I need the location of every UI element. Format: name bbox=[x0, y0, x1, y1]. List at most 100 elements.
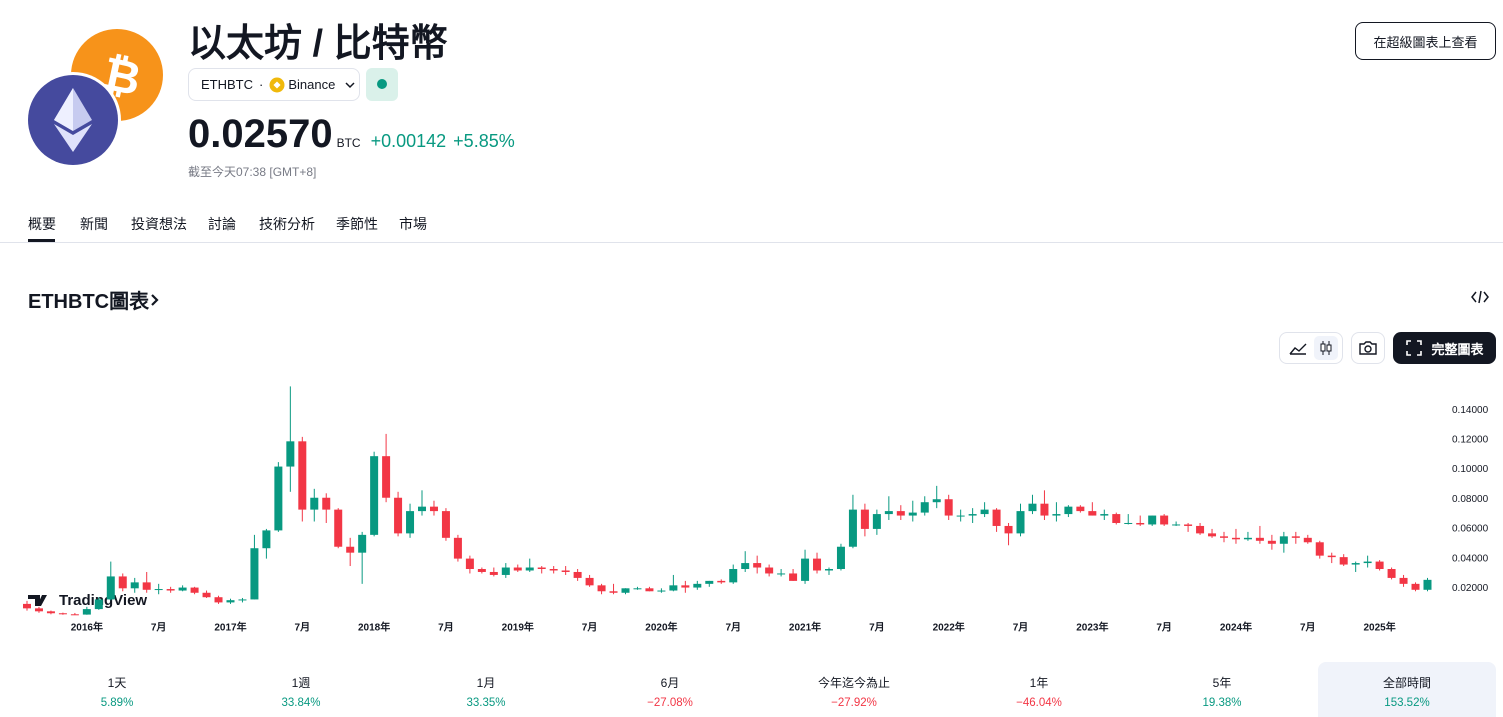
price: 0.02570 bbox=[188, 112, 333, 156]
x-tick-label: 7月 bbox=[725, 622, 741, 634]
candle-body bbox=[322, 497, 331, 510]
y-tick-label: 0.12000 bbox=[1452, 434, 1489, 445]
candle-body bbox=[789, 573, 798, 581]
period-label: 6月 bbox=[660, 676, 680, 690]
candle-body bbox=[441, 511, 450, 538]
tab[interactable]: 新聞 bbox=[80, 216, 108, 232]
divider bbox=[0, 242, 1503, 243]
candle-body bbox=[705, 580, 714, 584]
candle-body bbox=[154, 589, 163, 591]
tab[interactable]: 市場 bbox=[399, 216, 427, 232]
candle-body bbox=[23, 603, 31, 609]
candle-body bbox=[178, 587, 187, 591]
x-tick-label: 2025年 bbox=[1363, 621, 1395, 634]
period-selected[interactable]: 全部時間 153.52% bbox=[1318, 662, 1496, 717]
symbol-selector[interactable]: ETHBTC · Binance bbox=[188, 68, 360, 101]
candle-body bbox=[1231, 537, 1240, 540]
x-tick-label: 2023年 bbox=[1076, 621, 1108, 634]
x-tick-label: 2024年 bbox=[1220, 621, 1252, 634]
period[interactable]: 1月 33.35% bbox=[397, 662, 575, 717]
candle-body bbox=[1303, 537, 1312, 543]
candle-body bbox=[214, 597, 223, 603]
chart-style-toggle[interactable] bbox=[1279, 332, 1343, 364]
candle-body bbox=[1148, 515, 1157, 525]
candle-body bbox=[525, 567, 534, 571]
period[interactable]: 今年迄今為止 −27.92% bbox=[765, 662, 943, 717]
timestamp: 截至今天07:38 [GMT+8] bbox=[188, 165, 317, 179]
candle-body bbox=[621, 588, 630, 593]
candle-body bbox=[418, 506, 427, 512]
candle-body bbox=[824, 569, 833, 571]
candle-body bbox=[118, 576, 127, 589]
exchange-icon bbox=[269, 77, 285, 92]
candle-body bbox=[561, 570, 570, 572]
y-tick-label: 0.10000 bbox=[1452, 464, 1489, 475]
candle-body bbox=[394, 497, 403, 534]
market-status[interactable] bbox=[366, 68, 398, 101]
separator: · bbox=[259, 77, 264, 92]
watermark-text: TradingView bbox=[59, 592, 147, 609]
candle-body bbox=[346, 546, 355, 553]
candle-body bbox=[190, 587, 199, 593]
logos: ₿ bbox=[25, 29, 163, 168]
candle-body bbox=[1004, 525, 1013, 534]
period-value: 153.52% bbox=[1384, 697, 1430, 709]
snapshot-button[interactable] bbox=[1351, 332, 1385, 364]
candle-body bbox=[166, 589, 175, 591]
candle-body bbox=[1112, 514, 1121, 523]
chart-heading[interactable]: ETHBTC圖表 bbox=[28, 285, 161, 314]
period[interactable]: 1年 −46.04% bbox=[950, 662, 1128, 717]
full-chart-button[interactable]: 完整圖表 bbox=[1393, 332, 1496, 364]
candle-body bbox=[1411, 583, 1420, 590]
candle-body bbox=[765, 567, 774, 574]
tab-underline bbox=[28, 239, 55, 242]
chevron bbox=[151, 293, 159, 306]
candle-body bbox=[896, 511, 905, 516]
candle-body bbox=[358, 534, 367, 553]
candle-body bbox=[1052, 514, 1061, 516]
candle-body bbox=[298, 441, 307, 510]
supercharts-button[interactable]: 在超級圖表上查看 bbox=[1355, 22, 1496, 60]
tab[interactable]: 討論 bbox=[208, 216, 236, 232]
period[interactable]: 5年 19.38% bbox=[1133, 662, 1311, 717]
embed-icon[interactable] bbox=[1470, 288, 1490, 306]
tab[interactable]: 投資想法 bbox=[131, 216, 187, 232]
x-tick-label: 2020年 bbox=[645, 621, 677, 634]
tab[interactable]: 季節性 bbox=[336, 216, 378, 232]
candle-body bbox=[1172, 524, 1181, 526]
tab[interactable]: 概要 bbox=[28, 216, 56, 232]
candle-body bbox=[1196, 525, 1205, 534]
x-tick-label: 2021年 bbox=[789, 621, 821, 634]
candle-body bbox=[382, 456, 391, 498]
candle-body bbox=[226, 600, 235, 603]
candle-body bbox=[1291, 536, 1300, 538]
candle-body bbox=[968, 514, 977, 516]
candle-body bbox=[932, 499, 941, 503]
period[interactable]: 1天 5.89% bbox=[28, 662, 206, 717]
period[interactable]: 6月 −27.08% bbox=[581, 662, 759, 717]
period[interactable]: 1週 33.84% bbox=[212, 662, 390, 717]
tab[interactable]: 技術分析 bbox=[259, 216, 315, 232]
candle-body bbox=[429, 506, 438, 512]
candle-body bbox=[1387, 569, 1396, 578]
period-value: −27.92% bbox=[831, 697, 877, 709]
candle-body bbox=[908, 512, 917, 516]
candle-body bbox=[1279, 536, 1288, 544]
camera-icon bbox=[1359, 341, 1377, 355]
candle-body bbox=[46, 611, 55, 614]
period-value: 5.89% bbox=[100, 697, 134, 709]
candle-body bbox=[1088, 511, 1097, 516]
change-percent: +5.85% bbox=[453, 131, 515, 151]
candle-body bbox=[848, 509, 857, 547]
candle-body bbox=[1339, 557, 1348, 565]
candle-body bbox=[884, 511, 893, 515]
candle-body bbox=[501, 567, 510, 575]
candle-body bbox=[310, 497, 319, 510]
symbol: ETHBTC bbox=[201, 77, 253, 92]
candle-body bbox=[549, 569, 558, 571]
candle-body bbox=[717, 580, 726, 583]
candle-body bbox=[1064, 506, 1073, 515]
candle-body bbox=[1375, 561, 1384, 570]
candle-body bbox=[645, 588, 654, 592]
candle-body bbox=[980, 509, 989, 515]
